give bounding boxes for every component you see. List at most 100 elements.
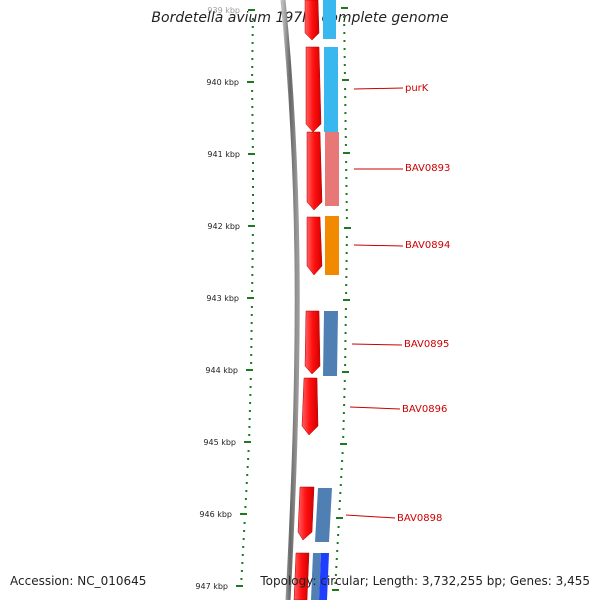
ruler-major-tick xyxy=(248,225,255,227)
ruler-minor-tick xyxy=(251,122,254,124)
genome-summary: Topology: circular; Length: 3,732,255 bp… xyxy=(260,574,590,588)
ruler-minor-tick xyxy=(243,530,246,532)
ruler-minor-tick xyxy=(345,169,348,171)
ruler-minor-tick xyxy=(345,177,348,179)
ruler-major-tick xyxy=(344,227,351,229)
ruler-minor-tick xyxy=(251,242,254,244)
ruler-minor-tick xyxy=(343,56,346,58)
gene-block xyxy=(319,553,329,600)
ruler-minor-tick xyxy=(344,356,347,358)
ruler-minor-tick xyxy=(251,90,254,92)
ruler-minor-tick xyxy=(242,538,245,540)
ruler-minor-tick xyxy=(341,452,344,454)
ruler-minor-tick xyxy=(343,404,346,406)
ruler-minor-tick xyxy=(245,490,248,492)
ruler-minor-tick xyxy=(342,412,345,414)
ruler-major-tick xyxy=(246,369,253,371)
accession-text: Accession: NC_010645 xyxy=(10,574,147,588)
ruler-tick-label: 947 kbp xyxy=(195,582,228,591)
ruler-minor-tick xyxy=(251,290,254,292)
ruler-minor-tick xyxy=(244,506,247,508)
ruler-major-tick xyxy=(236,585,243,587)
ruler-minor-tick xyxy=(242,546,245,548)
ruler-minor-tick xyxy=(249,378,252,380)
ruler-minor-tick xyxy=(345,217,348,219)
ruler-minor-tick xyxy=(344,316,347,318)
ruler-minor-tick xyxy=(343,48,346,50)
gene-block xyxy=(323,311,338,376)
ruler-minor-tick xyxy=(343,388,346,390)
gene-track xyxy=(311,0,339,600)
ruler-minor-tick xyxy=(345,276,348,278)
ruler-minor-tick xyxy=(343,32,346,34)
cds-arrow xyxy=(304,0,320,41)
ruler-minor-tick xyxy=(250,338,253,340)
ruler-major-tick xyxy=(248,153,255,155)
ruler-minor-tick xyxy=(251,258,254,260)
ruler-minor-tick xyxy=(251,114,254,116)
ruler-minor-tick xyxy=(251,234,254,236)
ruler-minor-tick xyxy=(252,210,254,212)
ruler-tick-label: 946 kbp xyxy=(199,510,232,519)
cds-arrow xyxy=(305,46,322,133)
ruler-minor-tick xyxy=(248,410,251,412)
cds-arrow xyxy=(306,131,323,211)
ruler-minor-tick xyxy=(249,394,252,396)
ruler-minor-tick xyxy=(343,24,346,26)
ruler-minor-tick xyxy=(344,144,347,146)
ruler-tick-label: 942 kbp xyxy=(207,222,240,231)
ruler-minor-tick xyxy=(345,185,348,187)
ruler-minor-tick xyxy=(340,468,343,470)
ruler-minor-tick xyxy=(251,58,254,60)
ruler-minor-tick xyxy=(345,209,348,211)
gene-label: BAV0893 xyxy=(405,163,450,174)
ruler-minor-tick xyxy=(345,161,348,163)
ruler-minor-tick xyxy=(252,202,254,204)
ruler-grid: 939 kbp 940 kbp 941 kbp 942 kbp 943 kbp 944 k… xyxy=(195,6,351,591)
gene-label-leader xyxy=(349,406,401,410)
gene-label-leader xyxy=(353,87,404,90)
ruler-minor-tick xyxy=(342,428,345,430)
ruler-minor-tick xyxy=(250,314,253,316)
ruler-minor-tick xyxy=(345,201,348,203)
ruler-minor-tick xyxy=(342,420,345,422)
gene-label: BAV0898 xyxy=(397,513,442,524)
ruler-minor-tick xyxy=(252,178,254,180)
ruler-minor-tick xyxy=(249,386,252,388)
ruler-minor-tick xyxy=(252,218,254,220)
gene-label: purK xyxy=(405,83,429,94)
ruler-minor-tick xyxy=(251,274,254,276)
ruler-major-tick xyxy=(247,81,254,83)
gene-block xyxy=(325,132,339,206)
ruler-minor-tick xyxy=(251,34,254,36)
ruler-minor-tick xyxy=(334,582,337,584)
ruler-minor-tick xyxy=(344,324,347,326)
ruler-minor-tick xyxy=(247,450,250,452)
genome-title: Bordetella avium 197N, complete genome xyxy=(151,10,449,26)
ruler-minor-tick xyxy=(345,268,348,270)
gene-label: BAV0895 xyxy=(404,339,449,350)
ruler-minor-tick xyxy=(345,244,348,246)
ruler-minor-tick xyxy=(249,402,252,404)
ruler-major-tick xyxy=(342,79,349,81)
ruler-minor-tick xyxy=(344,136,347,138)
ruler-minor-tick xyxy=(344,112,347,114)
ruler-minor-tick xyxy=(251,18,254,20)
ruler-minor-tick xyxy=(339,492,342,494)
ruler-minor-tick xyxy=(343,64,346,66)
ruler-minor-tick xyxy=(251,282,254,284)
ruler-tick-label: 939 kbp xyxy=(207,6,240,15)
ruler-minor-tick xyxy=(344,308,347,310)
ruler-minor-tick xyxy=(248,434,251,436)
ruler-tick-label: 941 kbp xyxy=(207,150,240,159)
ruler-tick-label: 943 kbp xyxy=(206,294,239,303)
ruler-minor-tick xyxy=(251,130,254,132)
ruler-minor-tick xyxy=(252,186,254,188)
ruler-minor-tick xyxy=(251,106,254,108)
ruler-minor-tick xyxy=(344,332,347,334)
ruler-major-tick xyxy=(342,371,349,373)
ruler-minor-tick xyxy=(341,460,344,462)
ruler-minor-tick xyxy=(344,88,347,90)
ruler-minor-tick xyxy=(251,42,254,44)
